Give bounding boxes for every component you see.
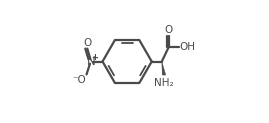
- Text: ⁻O: ⁻O: [72, 75, 86, 85]
- Text: NH₂: NH₂: [154, 78, 174, 88]
- Text: OH: OH: [179, 42, 195, 52]
- Text: O: O: [83, 38, 91, 48]
- Text: O: O: [164, 25, 173, 35]
- Polygon shape: [162, 62, 166, 75]
- Text: N: N: [87, 55, 95, 68]
- Text: +: +: [91, 53, 98, 62]
